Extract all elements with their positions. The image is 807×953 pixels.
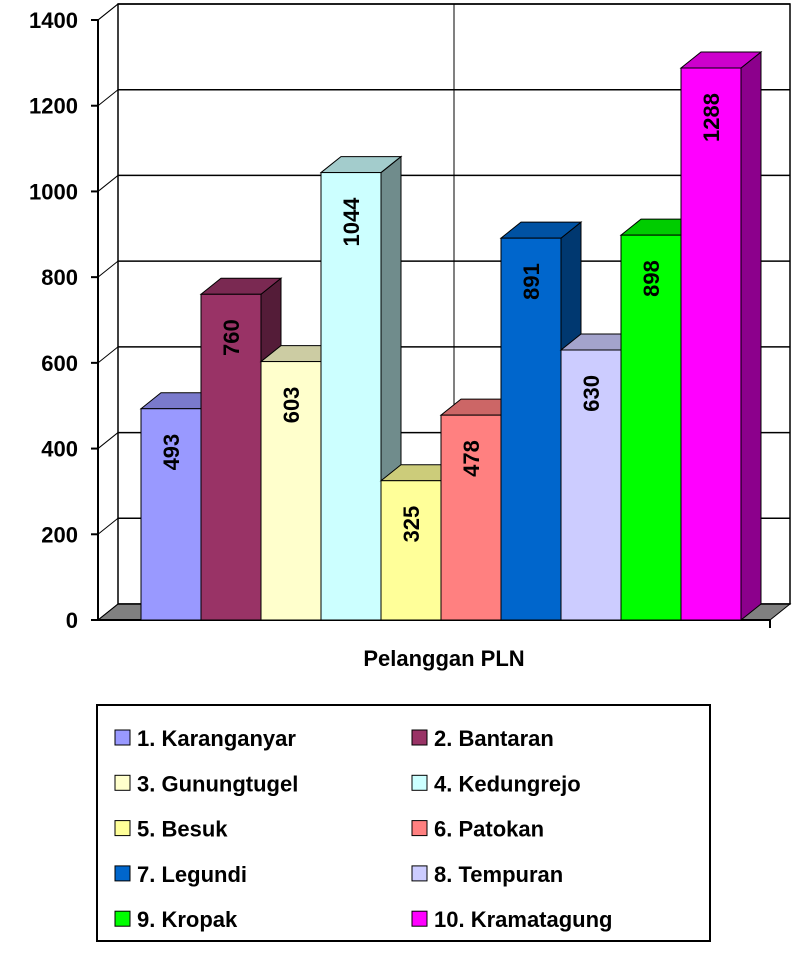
legend-label: 7. Legundi xyxy=(137,862,247,887)
legend-swatch xyxy=(114,820,131,837)
grid-line-side xyxy=(97,517,119,535)
grid-line-side xyxy=(97,175,119,192)
legend-swatch xyxy=(411,865,428,882)
bar-front xyxy=(500,237,562,621)
legend-label: 10. Kramatagung xyxy=(434,907,613,932)
value-label: 325 xyxy=(399,506,424,543)
grid-line-side xyxy=(97,432,119,449)
bar-front xyxy=(140,408,202,621)
grid-line-side xyxy=(97,260,119,278)
legend-label: 3. Gunungtugel xyxy=(137,771,298,796)
bar-front xyxy=(260,361,322,621)
value-label: 760 xyxy=(219,319,244,356)
legend-label: 2. Bantaran xyxy=(434,726,554,751)
y-tick-label: 1200 xyxy=(29,94,78,119)
value-label: 603 xyxy=(279,387,304,424)
legend-swatch xyxy=(411,910,428,927)
y-tick-label: 0 xyxy=(66,608,78,633)
y-tick-label: 1400 xyxy=(29,8,78,33)
value-label: 891 xyxy=(519,263,544,300)
y-tick-label: 200 xyxy=(41,522,78,547)
legend-label: 1. Karanganyar xyxy=(137,726,296,751)
bar-side xyxy=(740,50,762,622)
legend-label: 5. Besuk xyxy=(137,817,228,842)
value-label: 1288 xyxy=(699,93,724,142)
legend-swatch xyxy=(411,774,428,791)
legend-box xyxy=(96,704,711,942)
value-label: 478 xyxy=(459,440,484,477)
bar-front xyxy=(320,172,382,621)
grid-line-side xyxy=(97,89,119,107)
x-category-label: Pelanggan PLN xyxy=(363,646,524,671)
y-tick-label: 400 xyxy=(41,437,78,462)
value-label: 898 xyxy=(639,260,664,297)
legend-label: 4. Kedungrejo xyxy=(434,771,581,796)
grid-line-side xyxy=(97,603,119,621)
bar-front xyxy=(560,349,622,621)
legend-label: 6. Patokan xyxy=(434,817,544,842)
value-label: 1044 xyxy=(339,197,364,247)
legend-swatch xyxy=(114,774,131,791)
legend-label: 8. Tempuran xyxy=(434,862,563,887)
value-label: 493 xyxy=(159,434,184,471)
legend-swatch xyxy=(411,820,428,837)
grid-line-side xyxy=(97,3,119,21)
grid-line-side xyxy=(97,346,119,364)
bar-front xyxy=(380,480,442,621)
legend-swatch xyxy=(114,729,131,746)
value-label: 630 xyxy=(579,375,604,412)
bar-front xyxy=(680,67,742,621)
legend-swatch xyxy=(411,729,428,746)
legend-swatch xyxy=(114,910,131,927)
y-tick-label: 800 xyxy=(41,265,78,290)
bar-front xyxy=(440,414,502,621)
y-tick-label: 1000 xyxy=(29,179,78,204)
legend-swatch xyxy=(114,865,131,882)
y-tick-label: 600 xyxy=(41,351,78,376)
legend-label: 9. Kropak xyxy=(137,907,238,932)
bar-front xyxy=(200,293,262,621)
bar xyxy=(679,50,763,622)
